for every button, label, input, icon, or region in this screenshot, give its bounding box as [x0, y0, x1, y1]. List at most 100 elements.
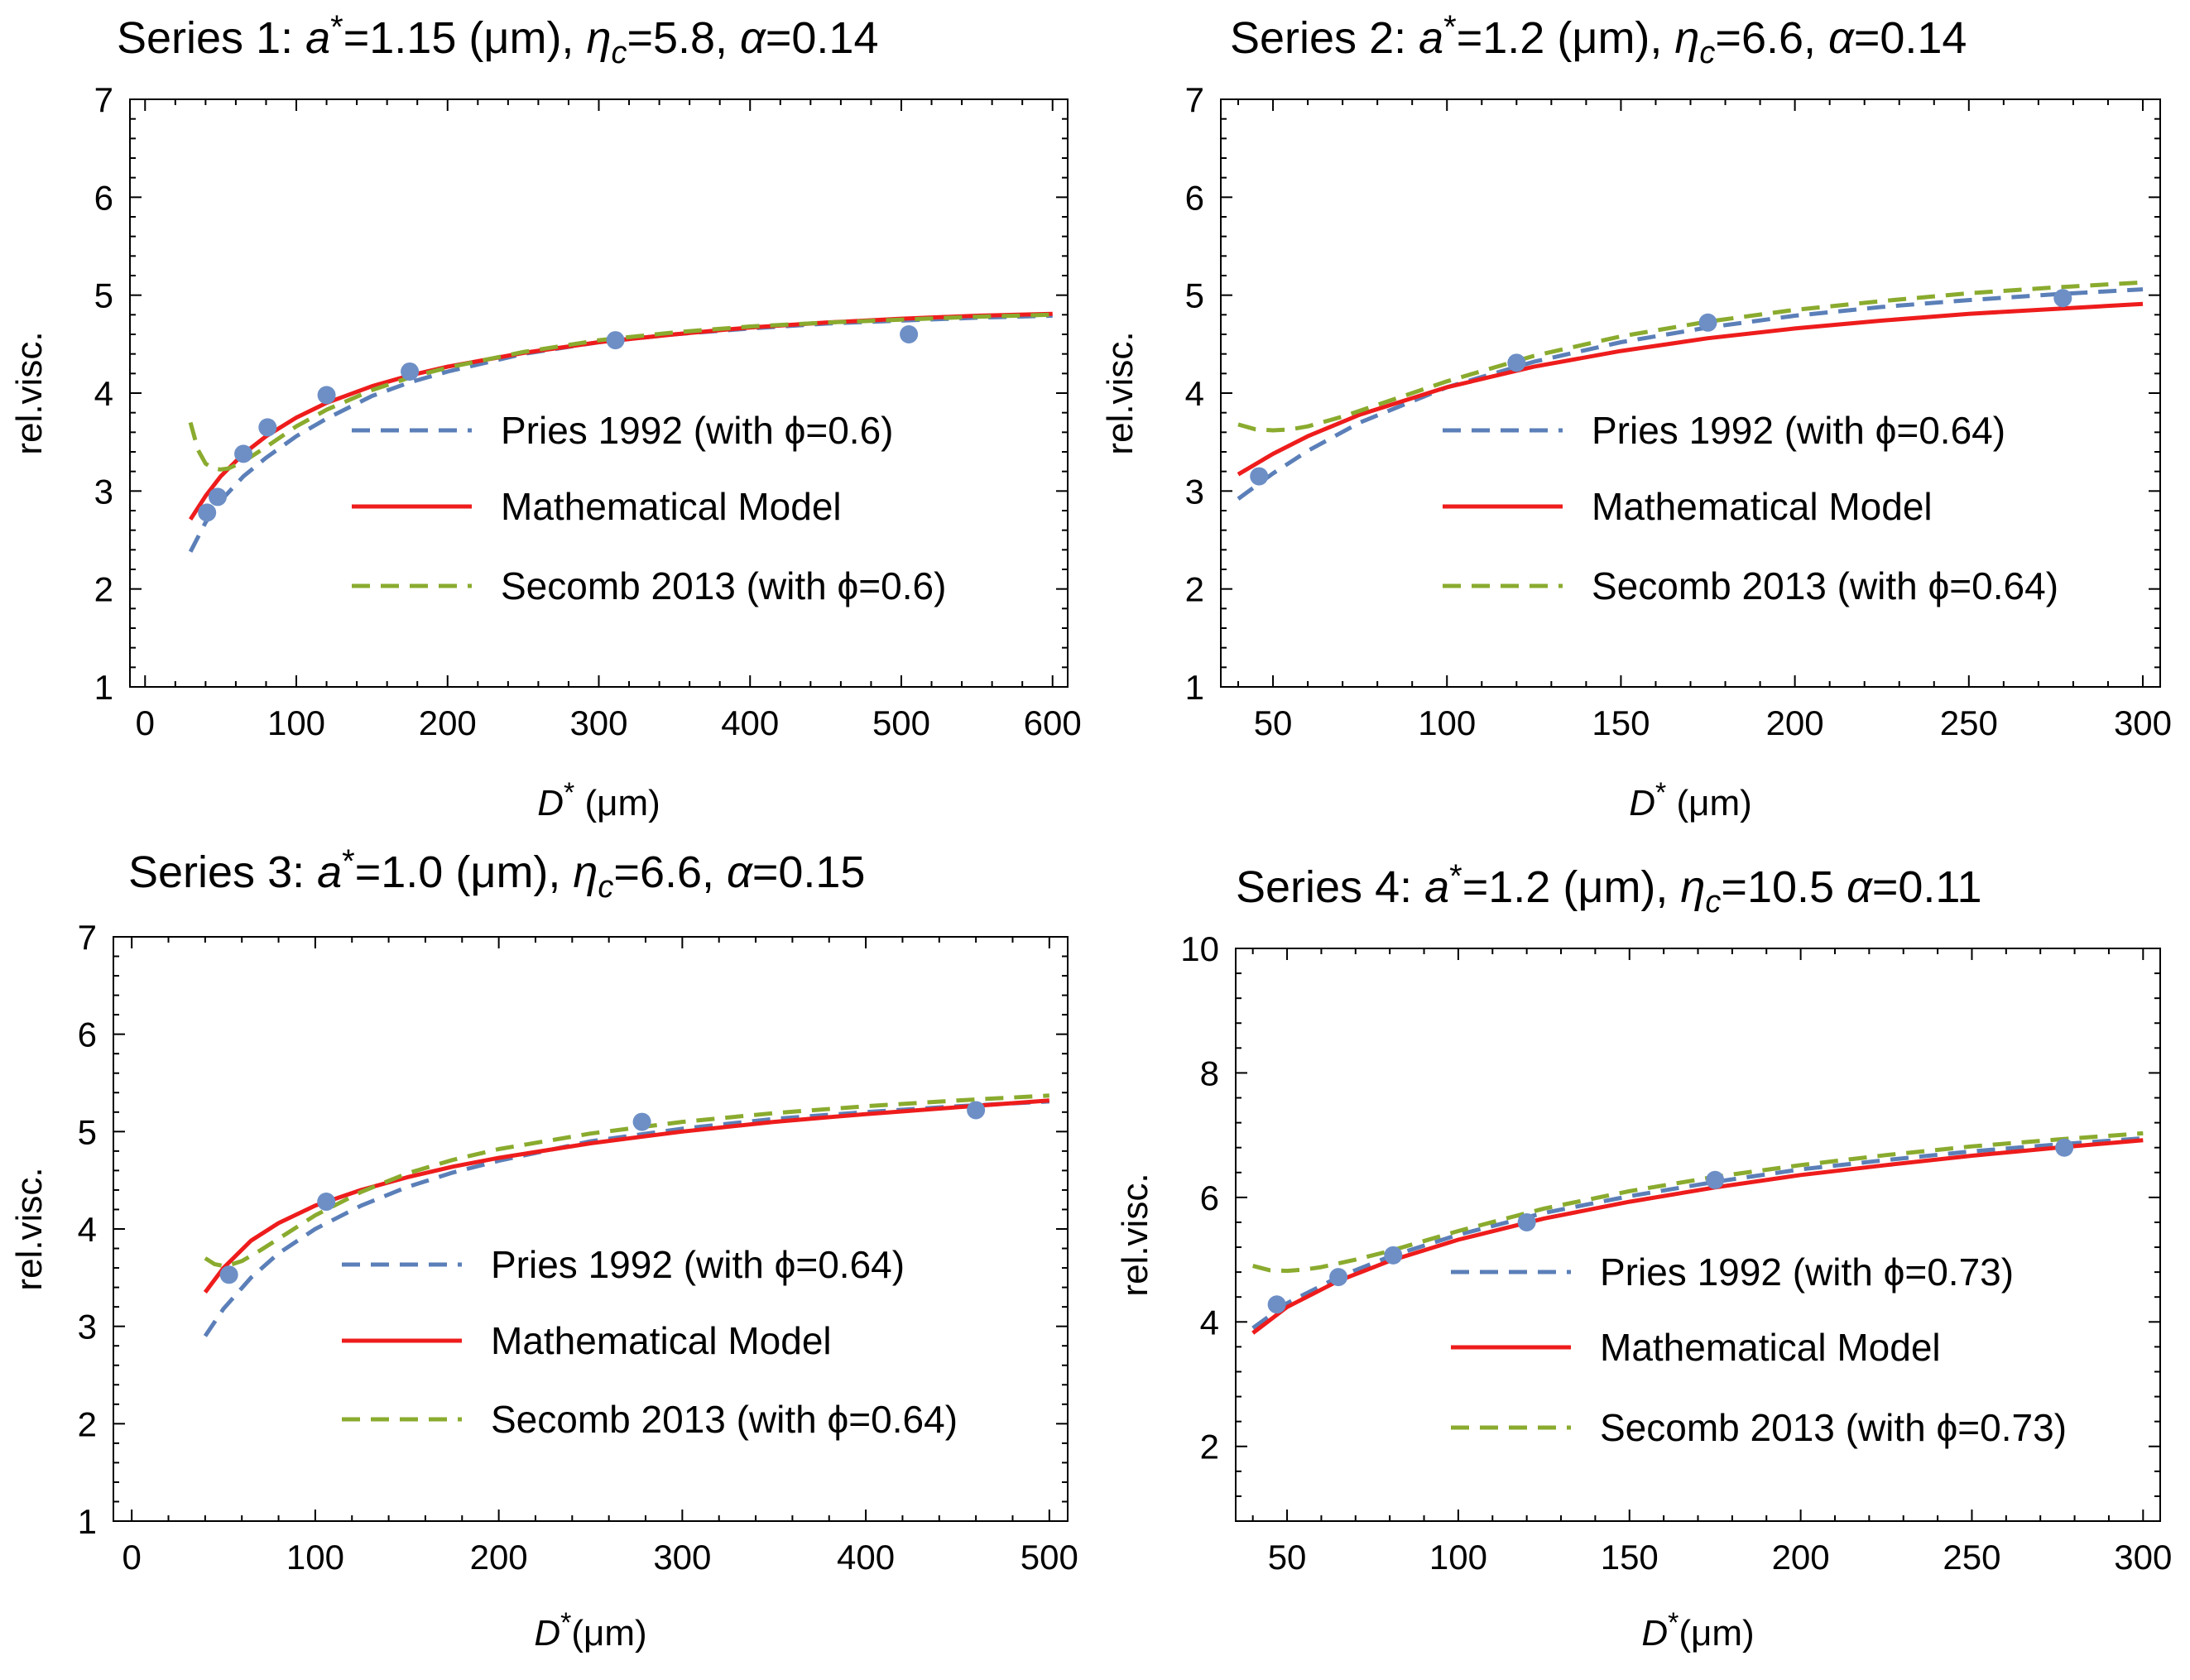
chart-title: Series 1: a*=1.15 (μm), ηc=5.8, α=0.14: [117, 9, 878, 70]
title-a-value: =1.15: [343, 13, 469, 63]
title-alpha-symbol: α: [1847, 862, 1874, 912]
title-alpha-value: =0.15: [752, 847, 866, 897]
title-eta-value: =5.8,: [627, 13, 740, 63]
data-point: [1706, 1170, 1725, 1189]
x-tick-label: 100: [1418, 703, 1476, 742]
y-tick-label: 2: [94, 570, 113, 609]
legend-label-secomb: Secomb 2013 (with ϕ=0.64): [1592, 564, 2058, 607]
x-label-star: *: [1655, 777, 1666, 809]
x-tick-label: 150: [1601, 1538, 1659, 1577]
x-tick-label: 250: [1943, 1538, 2000, 1577]
data-point: [258, 418, 277, 437]
x-tick-label: 300: [569, 703, 627, 742]
x-label-star: *: [1668, 1607, 1679, 1639]
x-tick-label: 200: [419, 703, 477, 742]
x-tick-label: 300: [2114, 1538, 2172, 1577]
x-tick-label: 300: [653, 1538, 711, 1577]
data-point: [900, 325, 919, 343]
y-tick-label: 10: [1180, 929, 1219, 968]
y-tick-label: 3: [94, 472, 113, 511]
title-eta-sub: c: [1705, 885, 1721, 919]
data-point: [632, 1112, 651, 1131]
panel-series-2: Series 2: a*=1.2 (μm), ηc=6.6, α=0.14 50 1…: [1100, 9, 2172, 823]
data-point: [1507, 353, 1526, 372]
x-label-unit: (μm): [1679, 1613, 1754, 1654]
legend-label-pries: Pries 1992 (with ϕ=0.64): [491, 1243, 905, 1286]
x-label-D: D: [537, 783, 564, 823]
x-tick-label: 0: [122, 1538, 141, 1577]
legend-label-model: Mathematical Model: [1592, 485, 1933, 528]
y-tick-label: 2: [1200, 1428, 1219, 1466]
y-tick-label: 2: [78, 1404, 97, 1443]
x-tick-label: 500: [872, 703, 930, 742]
data-point: [219, 1265, 238, 1284]
title-alpha-value: =0.14: [1854, 13, 1967, 63]
data-point: [1250, 467, 1269, 486]
x-tick-label: 150: [1592, 703, 1650, 742]
x-tick-label: 100: [1429, 1538, 1487, 1577]
title-a-symbol: a: [305, 13, 330, 63]
series-line-secomb: [1252, 1130, 2144, 1274]
title-star: *: [1443, 9, 1457, 46]
legend-label-model: Mathematical Model: [491, 1319, 832, 1362]
legend-label-pries: Pries 1992 (with ϕ=0.6): [501, 409, 894, 452]
x-label-unit: (μm): [574, 783, 660, 823]
y-tick-label: 2: [1185, 570, 1204, 609]
title-eta-symbol: η: [1680, 862, 1705, 912]
series-line-pries: [188, 314, 1053, 553]
series-line-pries: [1251, 1135, 2144, 1330]
y-tick-label: 7: [78, 918, 97, 957]
title-eta-value: =10.5: [1721, 862, 1847, 912]
series-line-secomb: [204, 1093, 1049, 1269]
x-label-unit: (μm): [571, 1613, 646, 1654]
y-tick-label: 1: [94, 668, 113, 707]
y-tick-label: 6: [78, 1015, 97, 1054]
x-tick-label: 50: [1254, 703, 1293, 742]
title-eta-sub: c: [598, 870, 613, 905]
x-tick-label: 400: [837, 1538, 895, 1577]
y-axis-label: rel.visc.: [9, 331, 50, 454]
x-tick-label: 400: [721, 703, 779, 742]
title-alpha-symbol: α: [1828, 13, 1856, 63]
title-a-value: =1.2: [1457, 13, 1558, 63]
x-label-star: *: [564, 777, 574, 809]
y-tick-label: 8: [1200, 1054, 1219, 1092]
panel-series-1: Series 1: a*=1.15 (μm), ηc=5.8, α=0.140 1…: [9, 9, 1082, 823]
legend-label-model: Mathematical Model: [1600, 1326, 1941, 1369]
y-tick-label: 7: [94, 80, 113, 119]
x-axis-label: D* (μm): [1629, 777, 1752, 823]
title-star: *: [342, 843, 355, 880]
data-point: [1267, 1295, 1286, 1314]
legend-label-secomb: Secomb 2013 (with ϕ=0.73): [1600, 1406, 2067, 1449]
title-alpha-value: =0.11: [1872, 862, 1982, 912]
y-tick-label: 5: [78, 1112, 97, 1151]
series-line-model: [1251, 1138, 2144, 1335]
x-tick-label: 250: [1940, 703, 1998, 742]
y-tick-label: 3: [1185, 472, 1204, 511]
x-tick-label: 500: [1021, 1538, 1078, 1577]
title-series: Series 1:: [117, 13, 305, 63]
x-tick-label: 200: [470, 1538, 528, 1577]
y-axis-label: rel.visc.: [9, 1167, 50, 1290]
title-a-symbol: a: [1424, 862, 1449, 912]
chart-title: Series 2: a*=1.2 (μm), ηc=6.6, α=0.14: [1230, 9, 1967, 70]
title-alpha-value: =0.14: [766, 13, 879, 63]
x-tick-label: 600: [1024, 703, 1082, 742]
data-point: [2053, 289, 2072, 308]
x-label-star: *: [560, 1607, 571, 1639]
title-eta-sub: c: [611, 36, 627, 70]
data-point: [1384, 1246, 1403, 1265]
title-series: Series 3:: [128, 847, 317, 897]
x-tick-label: 200: [1766, 703, 1824, 742]
x-label-D: D: [1641, 1613, 1668, 1654]
chart-title: Series 3: a*=1.0 (μm), ηc=6.6, α=0.15: [128, 843, 865, 905]
y-axis-label: rel.visc.: [1115, 1173, 1155, 1296]
title-eta-symbol: η: [1674, 13, 1699, 63]
data-point: [1698, 313, 1717, 332]
y-tick-label: 4: [94, 374, 113, 413]
x-tick-label: 100: [286, 1538, 344, 1577]
title-alpha-symbol: α: [727, 847, 754, 897]
title-eta-value: =6.6,: [613, 847, 727, 897]
title-star: *: [1449, 858, 1462, 895]
